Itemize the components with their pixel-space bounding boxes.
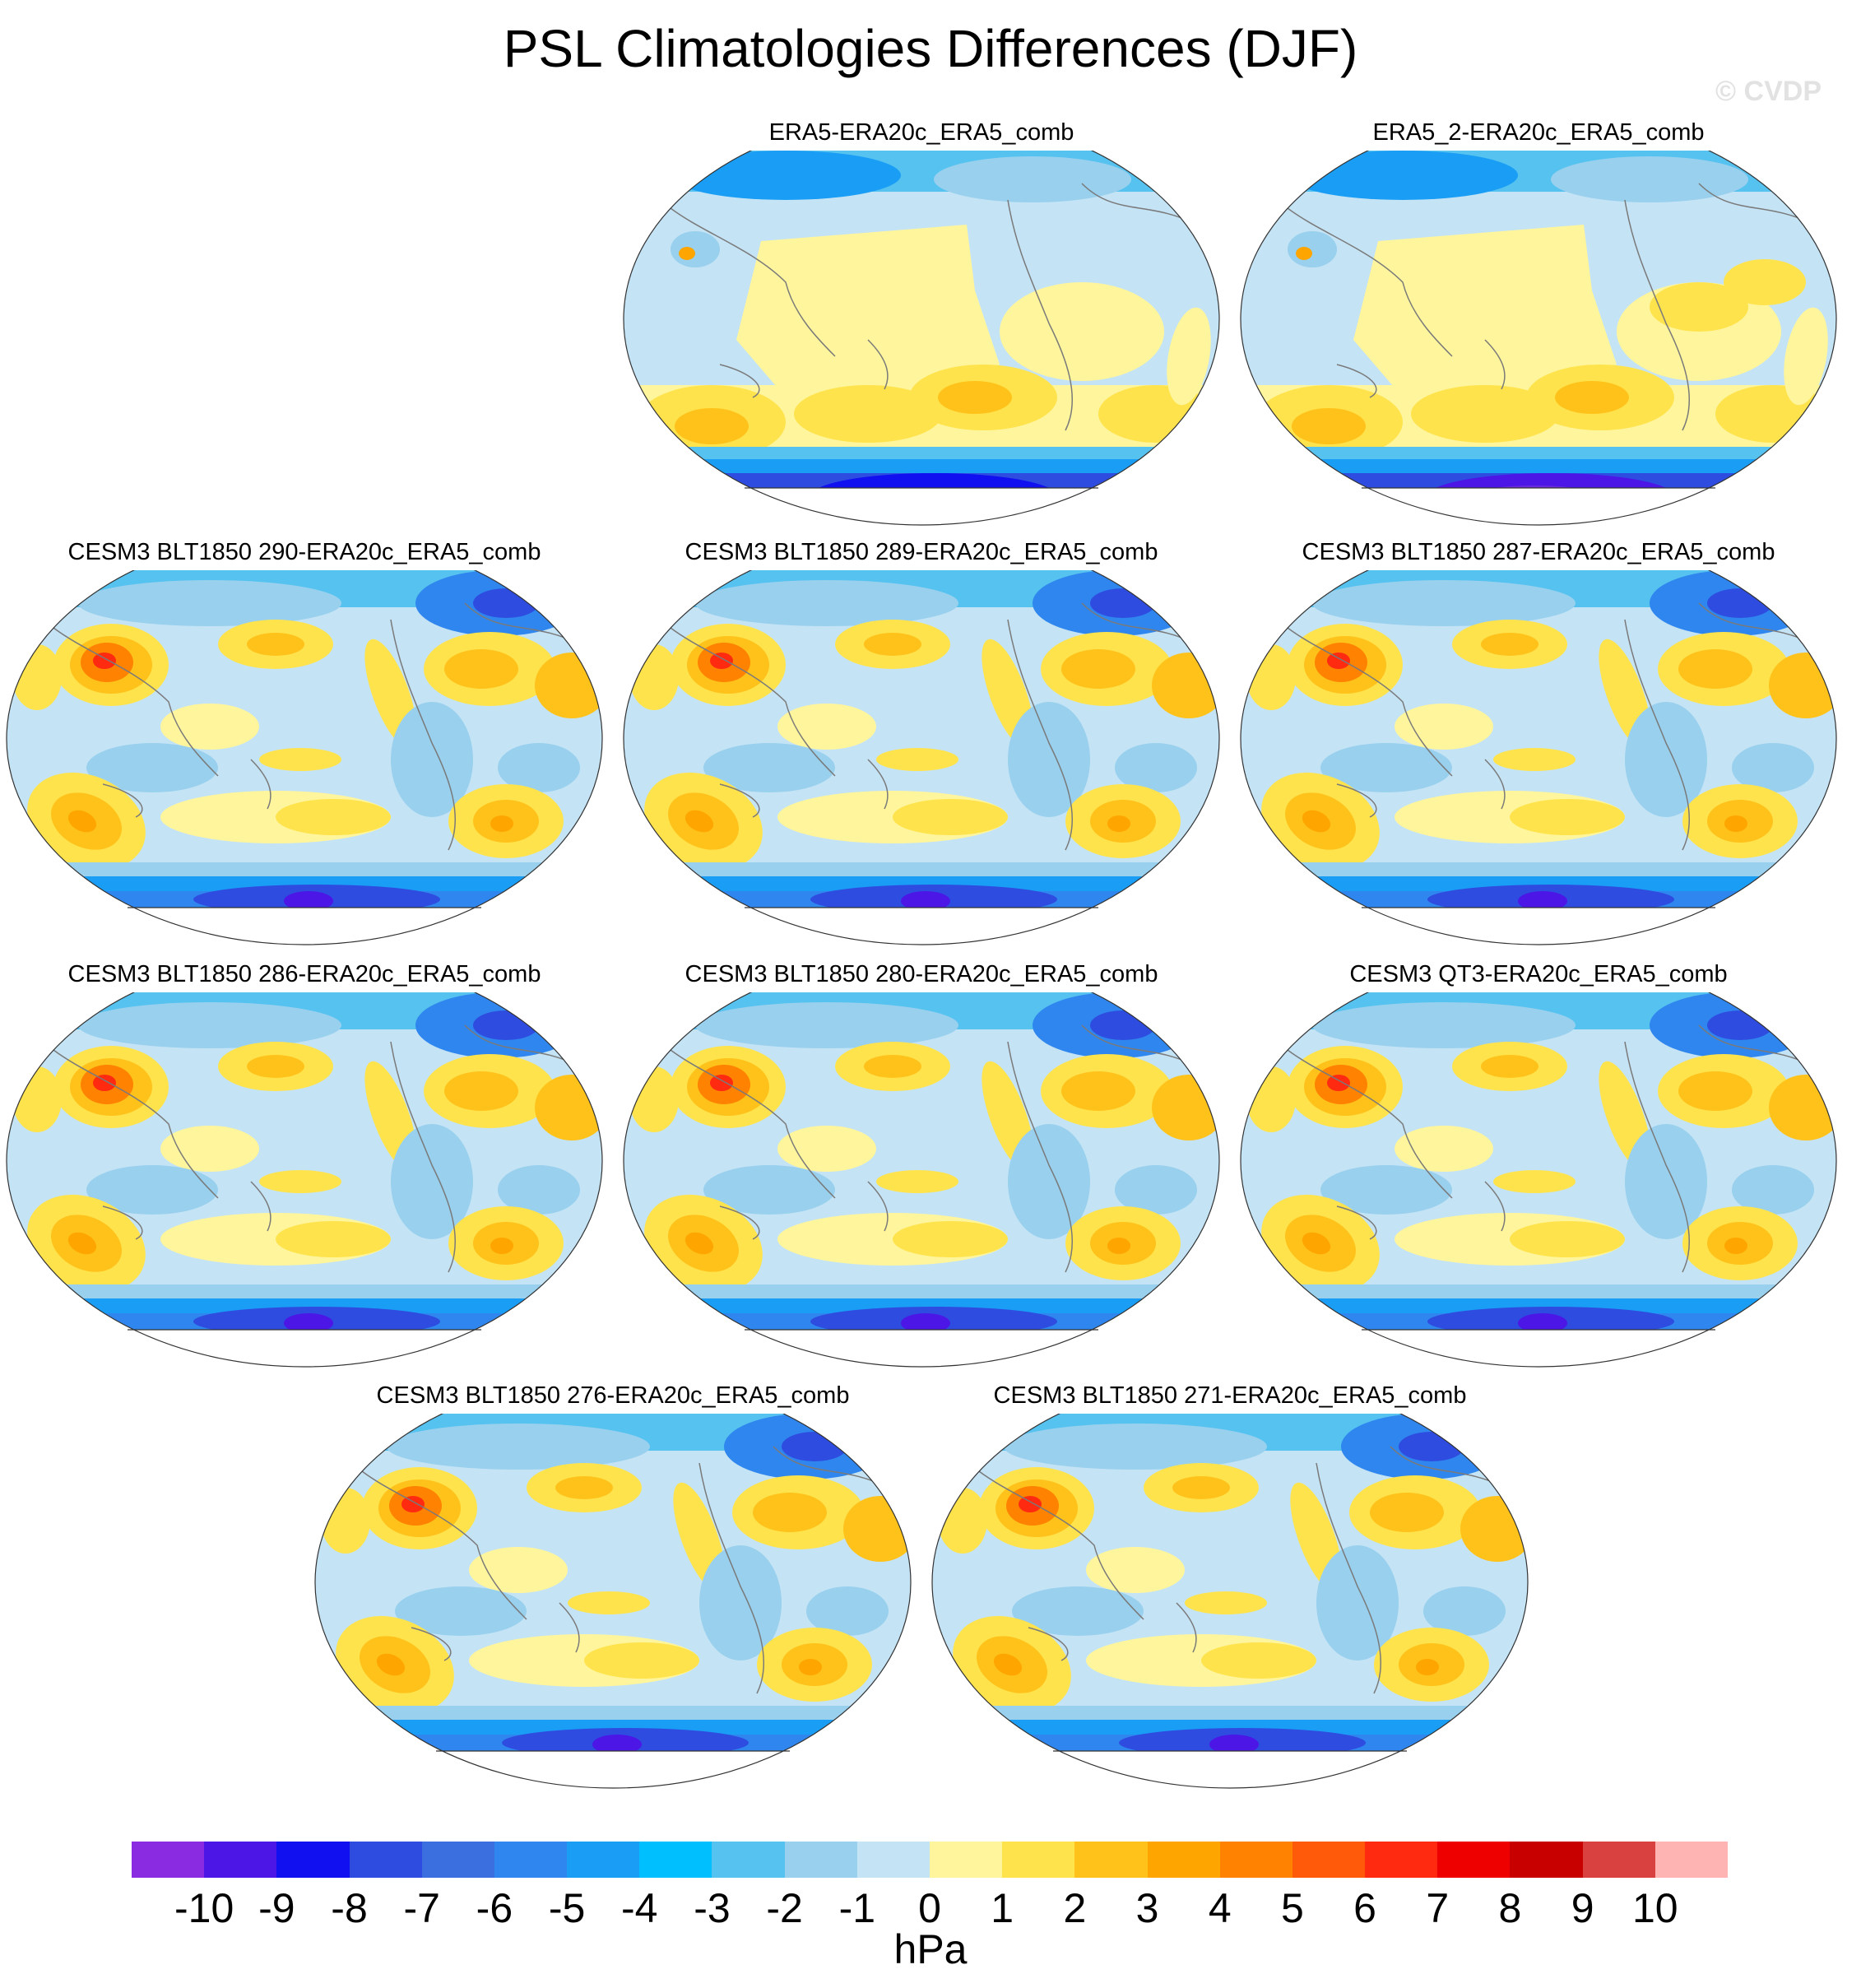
colorbar-tick-label: -2 [766, 1885, 803, 1931]
map-panel: CESM3 BLT1850 290-ERA20c_ERA5_comb [4, 539, 605, 963]
colorbar-swatch [639, 1842, 712, 1878]
colorbar-swatch [1292, 1842, 1366, 1878]
map-panel: ERA5_2-ERA20c_ERA5_comb [1238, 119, 1839, 543]
colorbar-swatch [784, 1842, 858, 1878]
colorbar-swatch [1654, 1842, 1729, 1878]
colorbar-swatch [204, 1842, 277, 1878]
colorbar-swatch [132, 1842, 205, 1878]
robinson-map [621, 992, 1222, 1371]
colorbar-tick-label: -6 [476, 1885, 513, 1931]
colorbar-tick-label: 4 [1208, 1885, 1232, 1931]
figure-title: PSL Climatologies Differences (DJF) [503, 19, 1358, 78]
robinson-map [4, 992, 605, 1371]
colorbar-tick-label: 5 [1281, 1885, 1304, 1931]
panel-title: CESM3 BLT1850 286-ERA20c_ERA5_comb [67, 961, 541, 987]
colorbar [132, 1842, 1729, 1878]
colorbar-tick-label: -3 [694, 1885, 731, 1931]
panel-title: CESM3 BLT1850 287-ERA20c_ERA5_comb [1302, 539, 1775, 565]
panel-title: ERA5-ERA20c_ERA5_comb [768, 119, 1074, 146]
colorbar-tick-label: 0 [918, 1885, 941, 1931]
colorbar-tick-label: 1 [991, 1885, 1014, 1931]
panel-title: CESM3 QT3-ERA20c_ERA5_comb [1349, 961, 1728, 987]
panel-title: CESM3 BLT1850 289-ERA20c_ERA5_comb [685, 539, 1158, 565]
colorbar-swatch [349, 1842, 423, 1878]
colorbar-tick-label: -5 [548, 1885, 586, 1931]
colorbar-tick-label: 3 [1135, 1885, 1159, 1931]
map-panel: CESM3 QT3-ERA20c_ERA5_comb [1238, 961, 1839, 1385]
colorbar-tick-label: -7 [403, 1885, 440, 1931]
robinson-map [4, 570, 605, 949]
colorbar-swatch [1002, 1842, 1075, 1878]
map-panel: CESM3 BLT1850 287-ERA20c_ERA5_comb [1238, 539, 1839, 963]
colorbar-swatch [1147, 1842, 1221, 1878]
map-panel: CESM3 BLT1850 289-ERA20c_ERA5_comb [621, 539, 1222, 963]
robinson-map [1238, 570, 1839, 949]
panel-title: CESM3 BLT1850 280-ERA20c_ERA5_comb [685, 961, 1158, 987]
colorbar-tick-label: -4 [621, 1885, 658, 1931]
robinson-map [621, 151, 1222, 529]
robinson-map [1238, 151, 1839, 529]
colorbar-swatch [421, 1842, 495, 1878]
map-panel: CESM3 BLT1850 271-ERA20c_ERA5_comb [930, 1382, 1530, 1806]
colorbar-tick-label: -10 [174, 1885, 234, 1931]
map-panel: CESM3 BLT1850 276-ERA20c_ERA5_comb [313, 1382, 913, 1806]
colorbar-tick-label: -1 [838, 1885, 876, 1931]
panel-title: CESM3 BLT1850 271-ERA20c_ERA5_comb [993, 1382, 1467, 1409]
panel-title: CESM3 BLT1850 290-ERA20c_ERA5_comb [67, 539, 541, 565]
colorbar-swatch [1582, 1842, 1656, 1878]
map-panel: CESM3 BLT1850 286-ERA20c_ERA5_comb [4, 961, 605, 1385]
colorbar-swatch [494, 1842, 568, 1878]
panel-title: ERA5_2-ERA20c_ERA5_comb [1372, 119, 1705, 146]
colorbar-tick-label: 7 [1426, 1885, 1450, 1931]
colorbar-tick-label: -9 [258, 1885, 295, 1931]
robinson-map [930, 1414, 1530, 1792]
colorbar-swatch [856, 1842, 930, 1878]
colorbar-swatch [1510, 1842, 1584, 1878]
colorbar-units: hPa [893, 1926, 968, 1972]
colorbar-tick-label: -8 [331, 1885, 368, 1931]
watermark: © CVDP [1715, 76, 1822, 107]
panel-title: CESM3 BLT1850 276-ERA20c_ERA5_comb [376, 1382, 850, 1409]
colorbar-swatch [1365, 1842, 1438, 1878]
robinson-map [1238, 992, 1839, 1371]
colorbar-swatch [1437, 1842, 1511, 1878]
robinson-map [313, 1414, 913, 1792]
colorbar-tick-label: 9 [1571, 1885, 1594, 1931]
colorbar-ticks: -10 -9 -8 -7 -6 -5 -4 -3 -2 -1 0 1 2 3 4 5 6 7 8 9 10 [0, 1884, 1861, 1934]
map-panel: ERA5-ERA20c_ERA5_comb [621, 119, 1222, 543]
colorbar-tick-label: 8 [1498, 1885, 1522, 1931]
colorbar-swatch [712, 1842, 786, 1878]
map-panel: CESM3 BLT1850 280-ERA20c_ERA5_comb [621, 961, 1222, 1385]
colorbar-swatch [276, 1842, 350, 1878]
colorbar-swatch [1074, 1842, 1149, 1878]
colorbar-swatch [930, 1842, 1003, 1878]
colorbar-swatch [567, 1842, 640, 1878]
colorbar-tick-label: 2 [1063, 1885, 1087, 1931]
robinson-map [621, 570, 1222, 949]
colorbar-tick-label: 6 [1353, 1885, 1376, 1931]
colorbar-tick-label: 10 [1632, 1885, 1678, 1931]
colorbar-swatch [1219, 1842, 1293, 1878]
